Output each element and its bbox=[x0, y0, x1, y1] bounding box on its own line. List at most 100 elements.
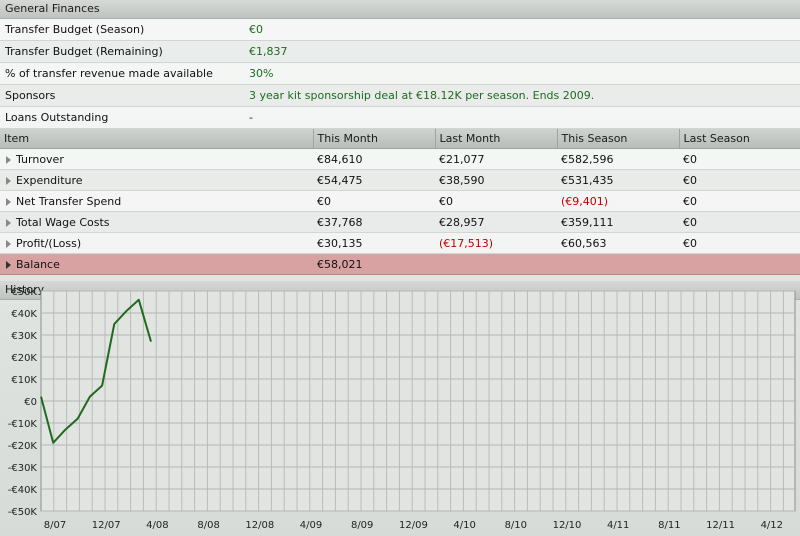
expand-arrow-icon[interactable] bbox=[6, 197, 11, 206]
cell-last-season: €0 bbox=[679, 148, 800, 170]
y-tick-label: €20K bbox=[11, 353, 37, 364]
row-item-cell: Balance bbox=[0, 253, 313, 275]
cell-this-month: €37,768 bbox=[313, 211, 435, 233]
x-tick-label: 4/12 bbox=[761, 520, 783, 531]
x-tick-label: 8/09 bbox=[351, 520, 373, 531]
x-tick-label: 8/11 bbox=[658, 520, 680, 531]
gf-label: Transfer Budget (Remaining) bbox=[5, 45, 163, 58]
cell-this-season: €60,563 bbox=[557, 232, 679, 254]
expand-arrow-icon[interactable] bbox=[6, 260, 11, 269]
cell-this-month: €54,475 bbox=[313, 169, 435, 191]
row-item-cell: Expenditure bbox=[0, 169, 313, 191]
x-tick-label: 12/10 bbox=[553, 520, 582, 531]
expand-arrow-icon[interactable] bbox=[6, 155, 11, 164]
gf-value: 30% bbox=[249, 67, 274, 80]
y-tick-label: €30K bbox=[11, 331, 37, 342]
cell-last-month: €38,590 bbox=[435, 169, 557, 191]
cell-last-season: €0 bbox=[679, 232, 800, 254]
balance-history-line bbox=[40, 298, 152, 444]
y-tick-label: -€40K bbox=[8, 485, 38, 496]
gf-row-transfer-budget-remaining: Transfer Budget (Remaining) €1,837 bbox=[0, 41, 800, 63]
expand-arrow-icon[interactable] bbox=[6, 239, 11, 248]
x-tick-label: 8/07 bbox=[44, 520, 66, 531]
column-header-this-month[interactable]: This Month bbox=[313, 129, 436, 149]
y-tick-label: -€20K bbox=[8, 441, 38, 452]
column-header-last-season[interactable]: Last Season bbox=[679, 129, 800, 149]
row-item-cell: Total Wage Costs bbox=[0, 211, 313, 233]
row-item-label: Profit/(Loss) bbox=[16, 236, 82, 250]
y-tick-label: €0 bbox=[24, 397, 37, 408]
history-chart: -€50K -€40K -€30K -€20K -€10K €0 €10K €20K €30K €… bbox=[8, 287, 796, 531]
cell-last-month: €28,957 bbox=[435, 211, 557, 233]
cell-this-season: €582,596 bbox=[557, 148, 679, 170]
x-tick-label: 12/11 bbox=[706, 520, 735, 531]
finance-table-header: Item This Month Last Month This Season L… bbox=[0, 129, 800, 149]
cell-this-season: €531,435 bbox=[557, 169, 679, 191]
balance-empty-cell bbox=[435, 253, 557, 275]
gf-value: €0 bbox=[249, 23, 263, 36]
x-tick-label: 12/09 bbox=[399, 520, 428, 531]
cell-last-season: €0 bbox=[679, 190, 800, 212]
gf-row-sponsors: Sponsors 3 year kit sponsorship deal at … bbox=[0, 85, 800, 107]
general-finances-title: General Finances bbox=[0, 0, 800, 19]
table-row[interactable]: Total Wage Costs €37,768 €28,957 €359,11… bbox=[0, 211, 800, 233]
gf-value: - bbox=[249, 111, 253, 124]
row-item-label: Expenditure bbox=[16, 173, 83, 187]
table-row[interactable]: Net Transfer Spend €0 €0 (€9,401) €0 bbox=[0, 190, 800, 212]
cell-last-month: (€17,513) bbox=[435, 232, 557, 254]
y-tick-label: €40K bbox=[11, 309, 37, 320]
gf-value: 3 year kit sponsorship deal at €18.12K p… bbox=[249, 89, 595, 102]
x-tick-label: 12/08 bbox=[245, 520, 274, 531]
balance-label: Balance bbox=[16, 257, 60, 271]
cell-last-season: €0 bbox=[679, 169, 800, 191]
gf-label: % of transfer revenue made available bbox=[5, 67, 213, 80]
cell-last-month: €21,077 bbox=[435, 148, 557, 170]
x-tick-label: 12/07 bbox=[92, 520, 121, 531]
cell-last-season: €0 bbox=[679, 211, 800, 233]
x-tick-label: 4/09 bbox=[300, 520, 322, 531]
column-header-last-month[interactable]: Last Month bbox=[435, 129, 558, 149]
general-finances-panel: General Finances Transfer Budget (Season… bbox=[0, 0, 800, 129]
x-tick-label: 8/08 bbox=[197, 520, 219, 531]
balance-row[interactable]: Balance €58,021 bbox=[0, 253, 800, 275]
x-tick-label: 8/10 bbox=[505, 520, 527, 531]
cell-this-month: €0 bbox=[313, 190, 435, 212]
gf-label: Loans Outstanding bbox=[5, 111, 109, 124]
gf-label: Transfer Budget (Season) bbox=[5, 23, 145, 36]
row-item-label: Turnover bbox=[16, 152, 64, 166]
x-tick-label: 4/10 bbox=[453, 520, 475, 531]
column-header-item[interactable]: Item bbox=[0, 129, 314, 149]
x-tick-label: 4/11 bbox=[607, 520, 629, 531]
x-tick-label: 4/08 bbox=[146, 520, 168, 531]
balance-empty-cell bbox=[679, 253, 800, 275]
row-item-cell: Net Transfer Spend bbox=[0, 190, 313, 212]
balance-empty-cell bbox=[557, 253, 679, 275]
cell-this-month: €30,135 bbox=[313, 232, 435, 254]
cell-last-month: €0 bbox=[435, 190, 557, 212]
balance-this-month: €58,021 bbox=[313, 253, 435, 275]
table-row[interactable]: Profit/(Loss) €30,135 (€17,513) €60,563 … bbox=[0, 232, 800, 254]
gf-row-transfer-budget-season: Transfer Budget (Season) €0 bbox=[0, 19, 800, 41]
y-tick-label: -€50K bbox=[8, 507, 38, 518]
cell-this-season: (€9,401) bbox=[557, 190, 679, 212]
gf-label: Sponsors bbox=[5, 89, 56, 102]
y-tick-label: -€10K bbox=[8, 419, 38, 430]
y-tick-label: €50K bbox=[11, 287, 37, 298]
expand-arrow-icon[interactable] bbox=[6, 218, 11, 227]
y-tick-label: €10K bbox=[11, 375, 37, 386]
gf-row-transfer-revenue-percent: % of transfer revenue made available 30% bbox=[0, 63, 800, 85]
y-tick-label: -€30K bbox=[8, 463, 38, 474]
expand-arrow-icon[interactable] bbox=[6, 176, 11, 185]
row-item-cell: Profit/(Loss) bbox=[0, 232, 313, 254]
row-item-label: Total Wage Costs bbox=[16, 215, 110, 229]
finance-table: Item This Month Last Month This Season L… bbox=[0, 129, 800, 275]
row-item-label: Net Transfer Spend bbox=[16, 194, 122, 208]
table-row[interactable]: Turnover €84,610 €21,077 €582,596 €0 bbox=[0, 148, 800, 170]
gf-value: €1,837 bbox=[249, 45, 288, 58]
column-header-this-season[interactable]: This Season bbox=[557, 129, 680, 149]
gf-row-loans-outstanding: Loans Outstanding - bbox=[0, 107, 800, 129]
row-item-cell: Turnover bbox=[0, 148, 313, 170]
table-row[interactable]: Expenditure €54,475 €38,590 €531,435 €0 bbox=[0, 169, 800, 191]
cell-this-month: €84,610 bbox=[313, 148, 435, 170]
cell-this-season: €359,111 bbox=[557, 211, 679, 233]
